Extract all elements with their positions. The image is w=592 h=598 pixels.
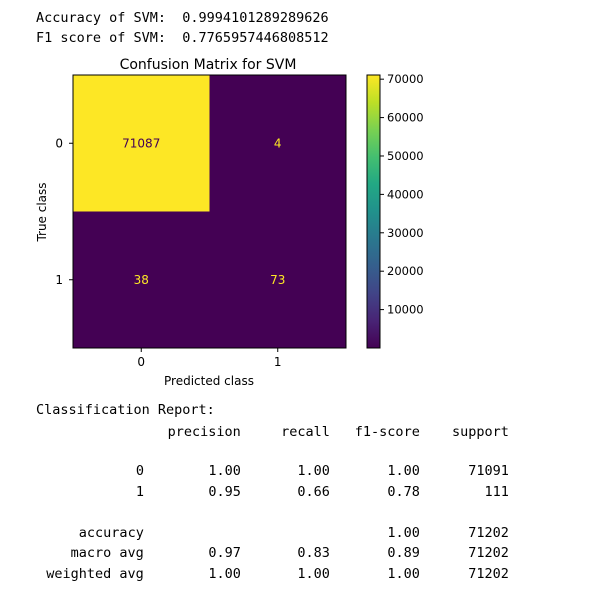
report-title: Classification Report: [36, 402, 215, 418]
report-header-support: support [451, 424, 509, 440]
cell-value-label: 71087 [122, 136, 160, 150]
report-cell-precision: 0.97 [208, 545, 241, 561]
y-tick-label: 0 [55, 136, 63, 150]
report-cell-recall: 0.83 [297, 545, 330, 561]
report-cell-recall: 0.66 [297, 484, 330, 500]
report-cell-recall: 1.00 [297, 566, 330, 582]
report-cell-support: 71202 [468, 545, 509, 561]
colorbar-tick-label: 50000 [387, 149, 424, 163]
cell-value-label: 73 [270, 273, 285, 287]
report-cell-f1: 1.00 [387, 566, 420, 582]
colorbar [366, 74, 381, 349]
report-row-label: weighted avg [46, 566, 144, 582]
report-cell-support: 71202 [468, 525, 509, 541]
report-row-label: 1 [135, 484, 144, 500]
report-cell-precision: 1.00 [208, 463, 241, 479]
cell-value-label: 38 [134, 273, 149, 287]
cell-value-label: 4 [274, 136, 282, 150]
colorbar-tick-label: 70000 [387, 72, 424, 86]
x-axis-label: Predicted class [164, 374, 254, 388]
chart-title: Confusion Matrix for SVM [120, 57, 297, 73]
report-cell-recall: 1.00 [297, 463, 330, 479]
report-cell-precision: 1.00 [208, 566, 241, 582]
report-cell-f1: 1.00 [387, 525, 420, 541]
report-cell-support: 71091 [468, 463, 509, 479]
colorbar-tick-label: 10000 [387, 303, 424, 317]
matrix-cell-1-0 [73, 211, 210, 348]
y-axis-label: True class [35, 182, 49, 242]
report-header-precision: precision [167, 424, 241, 440]
y-tick-label: 1 [55, 273, 63, 287]
report-cell-f1: 0.89 [387, 545, 420, 561]
report-cell-f1: 1.00 [387, 463, 420, 479]
report-row-label: 0 [135, 463, 144, 479]
report-row-label: accuracy [78, 525, 144, 541]
x-tick-label: 1 [274, 355, 282, 369]
matrix-cells: 71087 4 38 73 [73, 75, 346, 348]
colorbar-tick-label: 40000 [387, 187, 424, 201]
matrix-cell-0-1 [209, 75, 346, 212]
report-header-recall: recall [281, 424, 330, 440]
report-header-f1-score: f1-score [354, 424, 420, 440]
report-cell-support: 71202 [468, 566, 509, 582]
f1-output: F1 score of SVM: 0.7765957446808512 [36, 30, 329, 46]
matrix-cell-1-1 [209, 211, 346, 348]
colorbar-tick-label: 20000 [387, 264, 424, 278]
plot-frame [72, 74, 347, 349]
accuracy-output: Accuracy of SVM: 0.9994101289289626 [36, 10, 329, 26]
colorbar-ticks: 10000 20000 30000 40000 50000 60000 70000 [380, 72, 424, 317]
report-cell-f1: 0.78 [387, 484, 420, 500]
axes: 0 1 0 1 [55, 136, 281, 369]
matrix-cell-0-0 [73, 75, 210, 212]
report-cell-precision: 0.95 [208, 484, 241, 500]
confusion-matrix-plot: Confusion Matrix for SVM 71087 4 38 73 0 1 0 1… [35, 57, 424, 388]
x-tick-label: 0 [137, 355, 145, 369]
colorbar-tick-label: 60000 [387, 111, 424, 125]
report-cell-support: 111 [484, 484, 509, 500]
report-row-label: macro avg [70, 545, 144, 561]
colorbar-tick-label: 30000 [387, 226, 424, 240]
